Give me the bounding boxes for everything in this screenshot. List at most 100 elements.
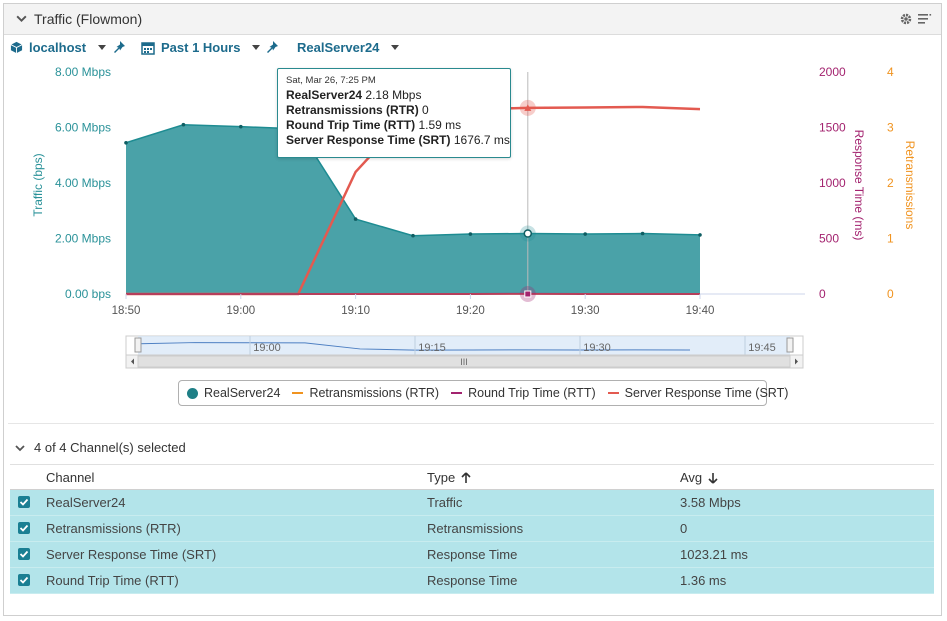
- tooltip-series-name: Round Trip Time (RTT): [286, 118, 416, 132]
- table-row[interactable]: RealServer24 Traffic 3.58 Mbps: [10, 490, 934, 516]
- scroll-left-arrow-icon: [131, 358, 134, 365]
- y-axis-label-left: Traffic (bps): [31, 153, 45, 216]
- y-tick-label-left: 8.00 Mbps: [55, 65, 111, 79]
- channel-type: Traffic: [427, 495, 463, 510]
- y-tick-label-right-response: 1500: [819, 121, 846, 135]
- navigator-scrollbar-thumb: [137, 355, 791, 368]
- channel-name: RealServer24: [46, 495, 126, 510]
- gear-icon[interactable]: [899, 12, 913, 26]
- chart-tooltip: Sat, Mar 26, 7:25 PM RealServer24 2.18 M…: [277, 68, 511, 158]
- tooltip-series-value: 0: [422, 103, 429, 117]
- calendar-icon: [141, 41, 155, 55]
- legend-item-srt[interactable]: Server Response Time (SRT): [607, 386, 789, 400]
- server-selector[interactable]: RealServer24: [297, 40, 400, 55]
- traffic-point: [124, 140, 128, 145]
- y-tick-label-right-response: 500: [819, 232, 839, 246]
- y-tick-label-right-response: 1000: [819, 176, 846, 190]
- legend-line-icon: [451, 392, 463, 394]
- column-header-label: Type: [427, 470, 456, 485]
- traffic-point: [468, 232, 473, 236]
- legend-label: Round Trip Time (RTT): [468, 386, 596, 400]
- traffic-chart[interactable]: 0.00 bps 2.00 Mbps 4.00 Mbps 6.00 Mbps 8.00 …: [0, 0, 947, 420]
- column-header-avg[interactable]: Avg: [680, 470, 718, 485]
- host-selector[interactable]: localhost: [10, 40, 107, 55]
- y-tick-label-left: 2.00 Mbps: [55, 232, 111, 246]
- channels-summary: 4 of 4 Channel(s) selected: [34, 440, 186, 455]
- table-row[interactable]: Retransmissions (RTR) Retransmissions 0: [10, 516, 934, 542]
- section-divider: [8, 423, 934, 424]
- timerange-label: Past 1 Hours: [161, 40, 241, 55]
- scroll-right-arrow-icon: [795, 358, 798, 365]
- channels-section-header[interactable]: 4 of 4 Channel(s) selected: [14, 440, 186, 455]
- traffic-point: [239, 124, 243, 129]
- chart-toolbar: localhost Past 1 Hours RealServer24: [0, 40, 600, 60]
- pin-button[interactable]: [112, 40, 126, 54]
- tooltip-series-name: Retransmissions (RTR): [286, 103, 419, 117]
- column-header-channel[interactable]: Channel: [46, 470, 94, 485]
- legend-label: RealServer24: [204, 386, 281, 400]
- channel-name: Retransmissions (RTR): [46, 521, 181, 536]
- navigator-handle-right: [786, 337, 794, 353]
- pin-icon: [267, 41, 278, 53]
- y-axis-label-response: Response Time (ms): [852, 130, 866, 241]
- channel-avg: 0: [680, 521, 688, 536]
- traffic-area: [126, 124, 700, 294]
- legend-label: Server Response Time (SRT): [624, 386, 789, 400]
- traffic-point: [698, 233, 702, 237]
- channel-avg: 1023.21 ms: [680, 547, 748, 562]
- y-tick-label-left: 4.00 Mbps: [55, 176, 111, 190]
- server-label: RealServer24: [297, 40, 380, 55]
- hover-point-rtt: [524, 290, 532, 298]
- checkbox-checked-icon[interactable]: [18, 496, 30, 508]
- y-tick-label-left: 0.00 bps: [65, 287, 111, 301]
- tooltip-row: Retransmissions (RTR) 0: [286, 103, 502, 118]
- checkbox-checked-icon[interactable]: [18, 522, 30, 534]
- legend-marker-icon: [187, 387, 198, 399]
- y-tick-label-right-response: 2000: [819, 65, 846, 79]
- traffic-point: [353, 217, 358, 221]
- y-tick-label-right-retrans: 2: [887, 176, 894, 190]
- column-header-type[interactable]: Type: [427, 470, 471, 485]
- collapse-chevron-icon[interactable]: [15, 12, 28, 25]
- navigator-label: 19:00: [253, 342, 281, 354]
- tooltip-series-value: 1.59 ms: [418, 118, 462, 132]
- panel-menu-icon[interactable]: [918, 13, 932, 25]
- panel-title: Traffic (Flowmon): [34, 11, 143, 27]
- traffic-point: [640, 231, 645, 236]
- table-row[interactable]: Server Response Time (SRT) Response Time…: [10, 542, 934, 568]
- traffic-point: [181, 122, 186, 127]
- channel-name: Round Trip Time (RTT): [46, 573, 179, 588]
- legend-item-realserver[interactable]: RealServer24: [187, 386, 280, 400]
- tooltip-series-name: Server Response Time (SRT): [286, 133, 451, 147]
- tooltip-series-value: 1676.7 ms: [453, 133, 510, 147]
- column-header-label: Avg: [680, 470, 703, 485]
- tooltip-series-value: 2.18 Mbps: [365, 88, 422, 102]
- table-header: Channel Type Avg: [10, 464, 934, 490]
- channel-name: Server Response Time (SRT): [46, 547, 217, 562]
- legend-item-rtr[interactable]: Retransmissions (RTR): [292, 386, 439, 400]
- tooltip-row: RealServer24 2.18 Mbps: [286, 88, 502, 103]
- legend-item-rtt[interactable]: Round Trip Time (RTT): [451, 386, 596, 400]
- x-tick-label: 19:20: [456, 305, 485, 317]
- channel-avg: 3.58 Mbps: [680, 495, 741, 510]
- y-tick-label-right-retrans: 1: [887, 232, 894, 246]
- y-tick-label-right-response: 0: [819, 287, 826, 301]
- tooltip-date: Sat, Mar 26, 7:25 PM: [286, 75, 376, 86]
- table-row[interactable]: Round Trip Time (RTT) Response Time 1.36…: [10, 568, 934, 594]
- navigator-label: 19:30: [583, 342, 611, 354]
- checkbox-checked-icon[interactable]: [18, 548, 30, 560]
- channels-table: Channel Type Avg RealServer24 Traffic 3.…: [10, 464, 934, 594]
- channel-avg: 1.36 ms: [680, 573, 727, 588]
- pin-button-2[interactable]: [265, 40, 279, 54]
- timerange-selector[interactable]: Past 1 Hours: [141, 40, 261, 55]
- checkbox-checked-icon[interactable]: [18, 574, 30, 586]
- y-tick-label-left: 6.00 Mbps: [55, 121, 111, 135]
- tooltip-series-name: RealServer24: [286, 88, 363, 102]
- y-axis-label-retrans: Retransmissions: [903, 141, 917, 230]
- chart-legend: RealServer24 Retransmissions (RTR) Round…: [178, 380, 788, 406]
- channel-type: Response Time: [427, 573, 518, 588]
- y-tick-label-right-retrans: 0: [887, 287, 894, 301]
- x-tick-label: 19:00: [226, 305, 255, 317]
- cube-icon: [10, 41, 23, 54]
- sort-down-icon: [708, 472, 718, 484]
